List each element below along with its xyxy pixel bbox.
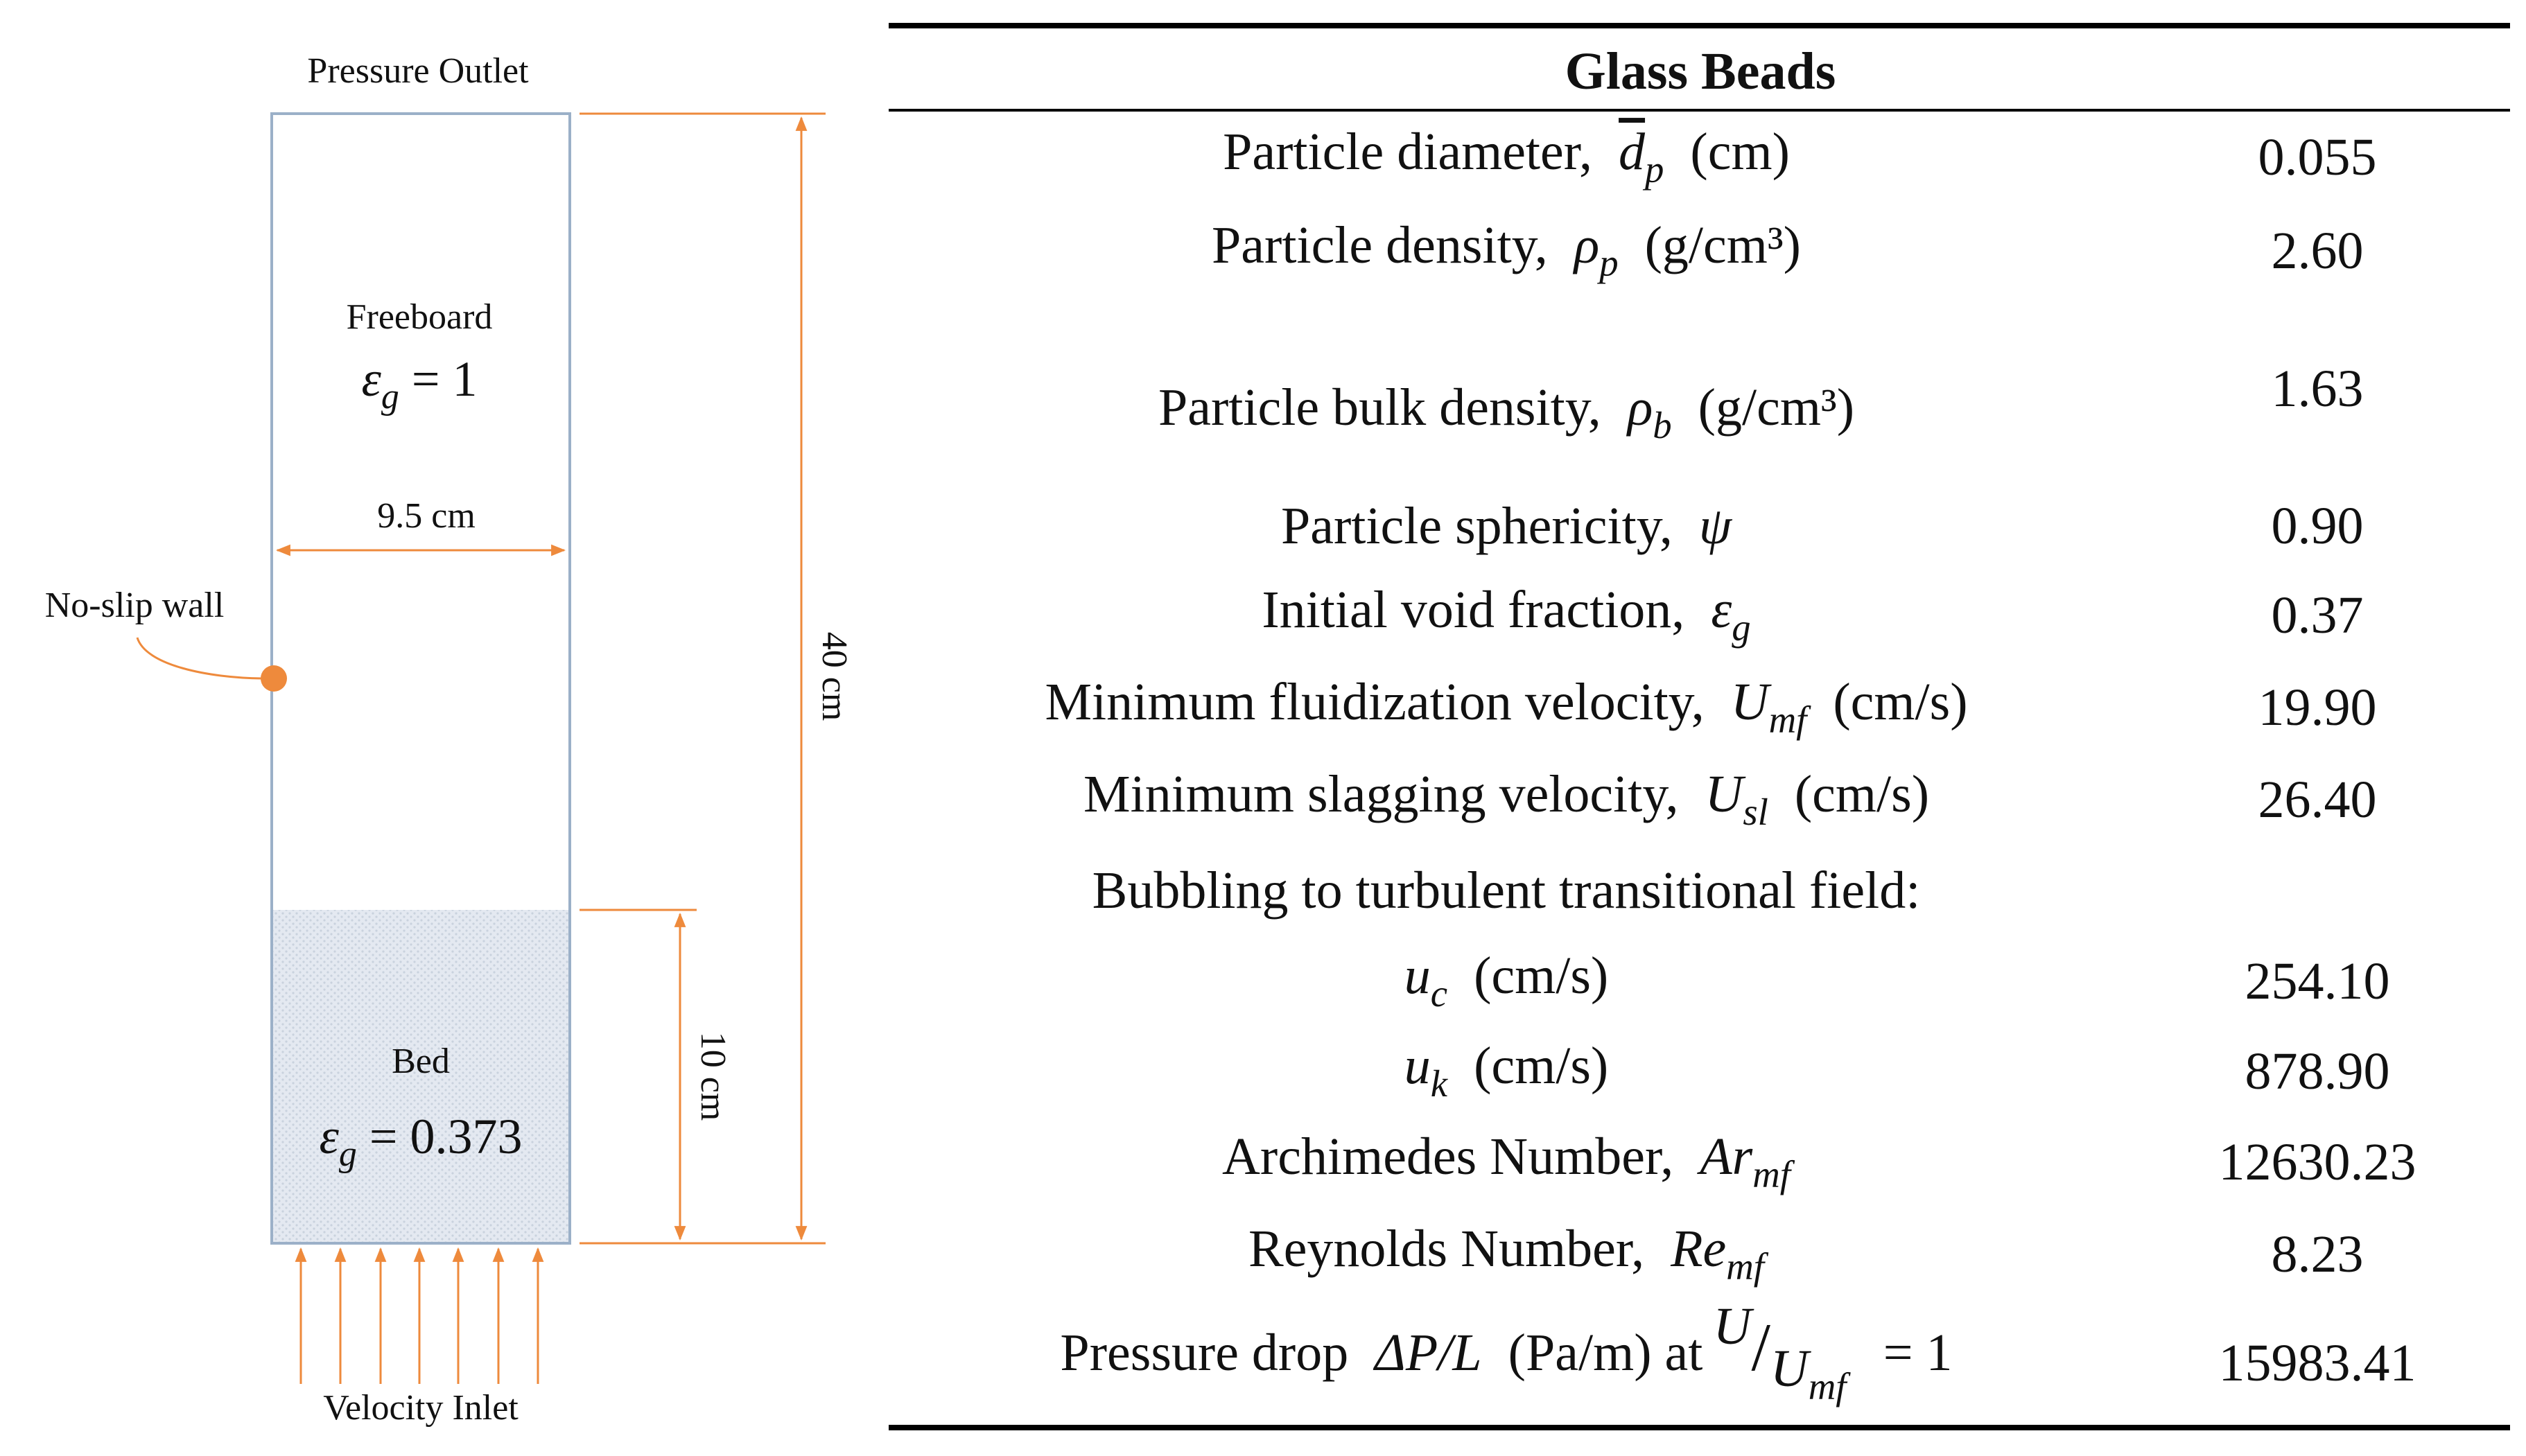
- unit: (cm/s): [1474, 1037, 1609, 1096]
- subscript: c: [1430, 972, 1448, 1015]
- subscript: mf: [1752, 1153, 1791, 1196]
- row-label: Minimum fluidization velocity, Umf (cm/s): [1045, 676, 1967, 739]
- row-label: Particle bulk density, ρb (g/cm³): [1158, 381, 1854, 445]
- ratio-den: Umf: [1770, 1339, 1847, 1405]
- label-text: Particle diameter,: [1223, 123, 1593, 182]
- label-text: Initial void fraction,: [1262, 581, 1685, 640]
- row-label: Pressure drop ΔP/L (Pa/m) at U/Umf = 1: [1060, 1297, 1953, 1408]
- column: [270, 112, 571, 1245]
- unit: (g/cm³): [1698, 378, 1855, 437]
- label-text: Particle density,: [1212, 216, 1548, 275]
- symbol: ε: [361, 351, 381, 407]
- label-text: Minimum fluidization velocity,: [1045, 673, 1705, 732]
- unit: (g/cm³): [1644, 216, 1801, 275]
- unit: (cm/s): [1794, 765, 1929, 824]
- ratio-den-sub: mf: [1808, 1365, 1847, 1408]
- unit: (cm): [1690, 123, 1790, 182]
- row-value: 0.37: [2271, 586, 2364, 644]
- ratio-rhs: = 1: [1883, 1324, 1953, 1383]
- inlet-label: Velocity Inlet: [323, 1388, 519, 1428]
- row-label: Particle density, ρp (g/cm³): [1212, 219, 1801, 283]
- width-label: 9.5 cm: [377, 496, 476, 536]
- ratio: U/Umf: [1713, 1297, 1847, 1408]
- symbol: Re: [1671, 1220, 1727, 1279]
- bed-eq: εg = 0.373: [320, 1112, 523, 1173]
- subscript: mf: [1726, 1245, 1764, 1288]
- symbol: ρ: [1574, 216, 1600, 275]
- row-value: 12630.23: [2218, 1133, 2416, 1191]
- height-label: 40 cm: [815, 631, 854, 721]
- row-value: 26.40: [2258, 771, 2377, 829]
- symbol: ΔP/L: [1375, 1324, 1482, 1383]
- dimensions: [136, 112, 826, 1384]
- subscript: g: [381, 377, 399, 417]
- row-label: Minimum slagging velocity, Usl (cm/s): [1083, 768, 1929, 832]
- subscript: k: [1430, 1062, 1448, 1105]
- subscript: p: [1599, 242, 1619, 285]
- ratio-den-main: U: [1770, 1339, 1809, 1398]
- row-value: 0.90: [2271, 497, 2364, 555]
- ratio-num: U: [1713, 1297, 1752, 1356]
- label-text: Archimedes Number,: [1222, 1128, 1674, 1186]
- symbol: Ar: [1700, 1128, 1753, 1186]
- subscript: b: [1653, 404, 1672, 447]
- row-value: 19.90: [2258, 678, 2377, 737]
- bed-height-label: 10 cm: [693, 1031, 733, 1121]
- row-label: Particle sphericity, ψ: [1281, 500, 1732, 552]
- label-text: Pressure drop: [1060, 1324, 1349, 1383]
- row-value: 15983.41: [2218, 1334, 2416, 1392]
- symbol: ε: [319, 1109, 339, 1165]
- unit: (cm/s): [1833, 673, 1968, 732]
- row-label: uk (cm/s): [1404, 1040, 1608, 1103]
- subscript: mf: [1768, 699, 1807, 742]
- symbol: ψ: [1698, 497, 1732, 555]
- symbol: U: [1705, 765, 1743, 824]
- symbol: ρ: [1627, 378, 1653, 437]
- row-label: Archimedes Number, Armf: [1222, 1130, 1791, 1194]
- row-value: 254.10: [2245, 952, 2390, 1010]
- subscript: p: [1645, 148, 1664, 191]
- symbol: ε: [1711, 581, 1732, 640]
- row-value: 1.63: [2271, 360, 2364, 418]
- freeboard-eq: εg = 1: [362, 354, 478, 415]
- outlet-label: Pressure Outlet: [307, 51, 529, 91]
- wall-leader: [136, 637, 263, 680]
- unit: (Pa/m) at: [1508, 1324, 1703, 1383]
- row-value: 878.90: [2245, 1042, 2390, 1100]
- row-label: Particle diameter, dp (cm): [1223, 125, 1790, 189]
- row-value: 8.23: [2271, 1225, 2364, 1283]
- symbol: u: [1404, 1037, 1431, 1096]
- row-label: Initial void fraction, εg: [1262, 584, 1750, 647]
- label-text: Bubbling to turbulent transitional field…: [1092, 861, 1921, 920]
- row-value: 0.055: [2258, 128, 2377, 186]
- bed-label: Bed: [392, 1042, 450, 1081]
- rhs: = 1: [411, 351, 478, 407]
- subscript: sl: [1743, 791, 1768, 834]
- wall-label: No-slip wall: [44, 586, 225, 625]
- unit: (cm/s): [1474, 947, 1609, 1006]
- table-header: Glass Beads: [1565, 42, 1836, 100]
- inlet-arrows: [295, 1247, 544, 1384]
- symbol: U: [1730, 673, 1769, 732]
- rhs: = 0.373: [369, 1109, 523, 1165]
- subscript: g: [1732, 606, 1751, 649]
- subscript: g: [338, 1134, 357, 1175]
- label-text: Reynolds Number,: [1248, 1220, 1645, 1279]
- freeboard-label: Freeboard: [346, 297, 493, 337]
- row-value: 2.60: [2271, 222, 2364, 280]
- label-text: Particle bulk density,: [1158, 378, 1601, 437]
- symbol: u: [1404, 947, 1431, 1006]
- label-text: Particle sphericity,: [1280, 497, 1673, 555]
- wall-point: [261, 665, 287, 692]
- table-rules: [889, 23, 2510, 1430]
- symbol: d: [1619, 123, 1646, 182]
- row-label: Reynolds Number, Remf: [1248, 1222, 1764, 1286]
- row-label: Bubbling to turbulent transitional field…: [1092, 864, 1921, 917]
- bed-region: [272, 910, 570, 1243]
- row-label: uc (cm/s): [1404, 949, 1608, 1013]
- label-text: Minimum slagging velocity,: [1083, 765, 1679, 824]
